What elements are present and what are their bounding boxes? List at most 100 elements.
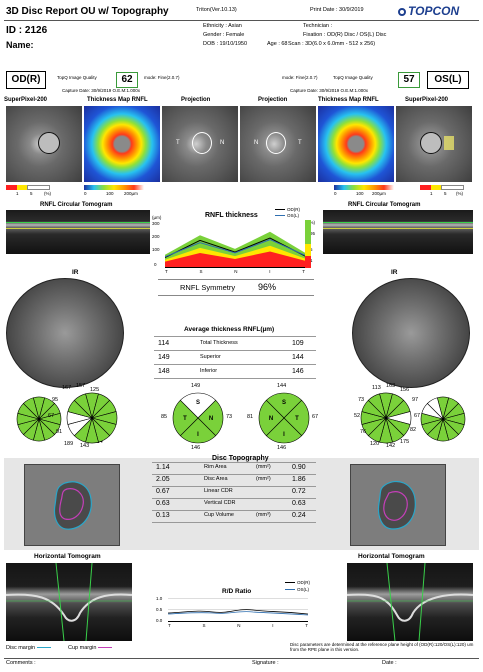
od-clock-chart-outer <box>66 392 118 444</box>
rd-x-i: I <box>272 623 274 628</box>
os-thickness-map-image <box>318 106 394 182</box>
os-quad-letter-t: T <box>295 416 299 422</box>
rd-ratio-title: R/D Ratio <box>222 588 252 595</box>
os-quad-letter-i: I <box>283 432 285 438</box>
rnfl-pct-unit: (%) <box>308 220 315 225</box>
os-superpixel-scale <box>420 185 464 190</box>
header-divider <box>4 20 479 21</box>
rnfl-y-tick-300: 300 <box>152 221 160 226</box>
rd-y-tick-0: 0.0 <box>156 618 163 623</box>
od-quad-n-value: 73 <box>226 414 233 420</box>
os-tm-scale-200: 200µm <box>372 191 386 196</box>
dob: DOB : 19/10/1950 <box>203 41 248 47</box>
age: Age : 68 <box>267 41 288 47</box>
avg-inferior-od: 148 <box>158 368 170 375</box>
os-thickness-scale <box>334 185 394 190</box>
topo-linear-label: Linear CDR <box>204 488 233 494</box>
rnfl-band-outside <box>165 251 305 267</box>
os-quad-letter-s: S <box>282 400 286 406</box>
os-clock-label-5: 52 <box>354 413 361 419</box>
fixation: Fixation : OD(R) Disc / OS(L) Disc <box>303 32 387 38</box>
od-clock-label-10: 143 <box>80 443 90 449</box>
rnfl-x-s: S <box>199 269 203 274</box>
rnfl-y-tick-200: 200 <box>152 234 160 239</box>
os-proj-letter-n: N <box>254 140 259 146</box>
avg-inferior-label: Inferior <box>200 368 218 374</box>
os-clock-sector-11 <box>427 397 444 421</box>
os-superpixel-title: SuperPixel-200 <box>405 97 449 103</box>
os-projection-image: N T <box>240 106 316 182</box>
software-version: Triton(Ver.10.13) <box>196 7 237 13</box>
rnfl-x-t1: T <box>165 269 168 274</box>
comments-label: Comments : <box>6 660 36 666</box>
od-quad-letter-i: I <box>197 432 199 438</box>
od-thickness-map-image <box>84 106 160 182</box>
rnfl-normative-bands <box>165 231 305 267</box>
os-projection-title: Projection <box>258 97 288 103</box>
os-quad-n-value: 67 <box>312 414 319 420</box>
od-tm-scale-200: 200µm <box>124 191 138 196</box>
od-topography-image <box>24 464 120 546</box>
od-superpixel-scale <box>6 185 50 190</box>
os-clock-outer-sector-11 <box>367 393 387 420</box>
cup-margin-legend: Cup margin <box>68 645 114 652</box>
avg-thickness-table: 114 Total Thickness 109 149 Superior 144… <box>154 336 316 379</box>
os-clock-label-10: 142 <box>386 443 396 449</box>
os-horizontal-tomogram-title: Horizontal Tomogram <box>358 553 425 560</box>
os-quadrant-1 <box>283 399 310 437</box>
rd-x-n: N <box>237 623 241 628</box>
rd-legend-od: OD(R) <box>285 580 310 586</box>
od-ir-title: IR <box>72 269 79 276</box>
rnfl-x-n: N <box>234 269 238 274</box>
od-quad-s-value: 149 <box>191 383 201 389</box>
topo-rim-os: 0.90 <box>292 464 306 471</box>
os-clock-chart-outer <box>360 392 412 444</box>
od-clock-label-3: 95 <box>52 397 59 403</box>
od-clock-outer-sector-11 <box>73 393 93 420</box>
rd-series-od <box>168 609 308 615</box>
od-clock-label-9: 189 <box>64 441 74 447</box>
od-clock-label-5: 67 <box>48 413 55 419</box>
patient-id: ID : 2126 <box>6 25 48 36</box>
rnfl-x-t2: T <box>302 269 305 274</box>
report-title: 3D Disc Report OU w/ Topography <box>6 6 169 17</box>
rnfl-y-unit: (µm) <box>152 215 162 220</box>
os-proj-letter-t: T <box>298 140 302 146</box>
os-rnfl-tomogram <box>323 210 473 254</box>
topcon-icon <box>398 8 406 16</box>
od-horizontal-tomogram-title: Horizontal Tomogram <box>34 553 101 560</box>
rnfl-y-tick-100: 100 <box>152 247 160 252</box>
od-proj-letter-t: T <box>176 140 180 146</box>
od-ir-image <box>6 278 124 388</box>
rnfl-x-axis: T S N I T <box>165 269 305 275</box>
od-clock-sector-11 <box>23 397 40 421</box>
topo-vertical-label: Vertical CDR <box>204 500 236 506</box>
od-sp-scale-1: 1 <box>16 191 19 196</box>
avg-inferior-os: 146 <box>292 368 304 375</box>
os-superpixel-image <box>396 106 472 182</box>
rd-x-t2: T <box>305 623 308 628</box>
rd-x-axis: T S N I T <box>168 623 308 629</box>
topo-disc-od: 2.05 <box>156 476 170 483</box>
od-clock-label-2: 125 <box>90 387 100 393</box>
topo-cup-od: 0.13 <box>156 512 170 519</box>
od-quadrant-0 <box>179 392 217 419</box>
od-clock-label-7: 91 <box>56 429 63 435</box>
os-clock-label-2: 156 <box>400 387 410 393</box>
os-tm-scale-0: 0 <box>334 191 337 196</box>
od-rnfl-tomogram-title: RNFL Circular Tomogram <box>40 202 113 208</box>
os-sp-scale-5: 5 <box>444 191 447 196</box>
os-sp-scale-pct: (%) <box>456 191 463 196</box>
os-clock-label-11: 175 <box>400 439 410 445</box>
od-quadrant-3 <box>172 399 199 437</box>
rnfl-pct-95: 95 <box>310 231 316 236</box>
rnfl-y-tick-0: 0 <box>154 262 157 267</box>
os-clock-label-7: 76 <box>360 429 367 435</box>
od-tm-scale-0: 0 <box>84 191 87 196</box>
od-quadrant-chart: S T N I <box>172 392 224 444</box>
gender: Gender : Female <box>203 32 245 38</box>
od-quad-t-value: 85 <box>161 414 168 420</box>
os-clock-chart <box>420 396 466 442</box>
os-clock-label-8: 82 <box>410 427 417 433</box>
os-quality-label: TopQ Image Quality <box>333 75 373 80</box>
